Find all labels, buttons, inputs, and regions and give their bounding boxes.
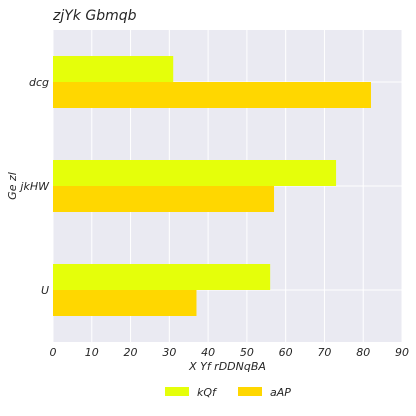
- legend-label-kQf: kQf: [197, 386, 218, 399]
- chart-title: zjYk Gbmqb: [52, 8, 137, 24]
- x-tick-label: 30: [162, 346, 176, 359]
- x-tick-label: 40: [201, 346, 215, 359]
- x-tick-label: 0: [50, 346, 57, 359]
- x-tick-label: 10: [85, 346, 99, 359]
- x-tick-label: 60: [279, 346, 293, 359]
- x-tick-label: 50: [240, 346, 254, 359]
- y-tick-label: U: [41, 284, 49, 297]
- x-axis-label: X Yf rDDNqBA: [188, 360, 266, 373]
- bar-aAP-jkHW: [53, 186, 275, 212]
- y-tick-label: jkHW: [18, 180, 50, 193]
- x-tick-label: 20: [124, 346, 138, 359]
- bar-aAP-dcg: [53, 82, 371, 108]
- bar-aAP-U: [53, 290, 197, 316]
- bars: [53, 56, 371, 316]
- y-tick-label: dcg: [29, 76, 49, 89]
- legend: kQf aAP: [165, 386, 291, 399]
- legend-swatch-kQf: [165, 387, 189, 396]
- y-axis-label: Ge zl: [6, 172, 19, 200]
- bar-kQf-jkHW: [53, 160, 337, 186]
- x-tick-label: 90: [395, 346, 409, 359]
- x-tick-label: 70: [317, 346, 331, 359]
- y-tick-labels: dcg jkHW U: [18, 76, 50, 297]
- x-tick-label: 80: [356, 346, 370, 359]
- bar-kQf-U: [53, 264, 271, 290]
- bar-kQf-dcg: [53, 56, 174, 82]
- legend-label-aAP: aAP: [270, 386, 291, 399]
- x-tick-labels: 0 10 20 30 40 50 60 70 80 90: [50, 346, 410, 359]
- legend-swatch-aAP: [238, 387, 262, 396]
